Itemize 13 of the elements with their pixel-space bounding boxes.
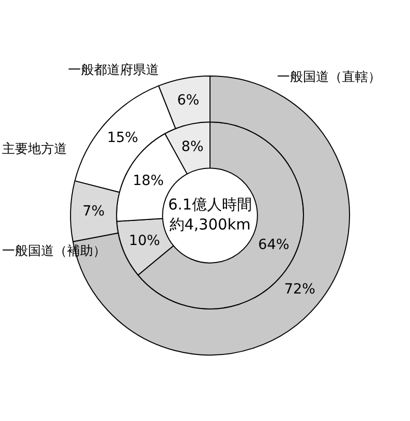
data-label: 64% [258, 237, 290, 254]
data-label: 72% [284, 281, 316, 298]
data-label: 8% [181, 138, 204, 155]
data-label: 15% [107, 130, 138, 146]
slice-label: 一般国道（直轄） [277, 70, 382, 85]
text: 約4,300km [169, 215, 251, 234]
data-label: 18% [132, 173, 164, 190]
data-label: 7% [82, 203, 105, 220]
slice-label: 一般都道府県道 [68, 62, 159, 78]
data-label: 10% [128, 233, 160, 250]
text: 6.1億人時間 [168, 195, 252, 214]
slice-label: 主要地方道 [2, 140, 67, 157]
data-label: 6% [177, 92, 200, 109]
